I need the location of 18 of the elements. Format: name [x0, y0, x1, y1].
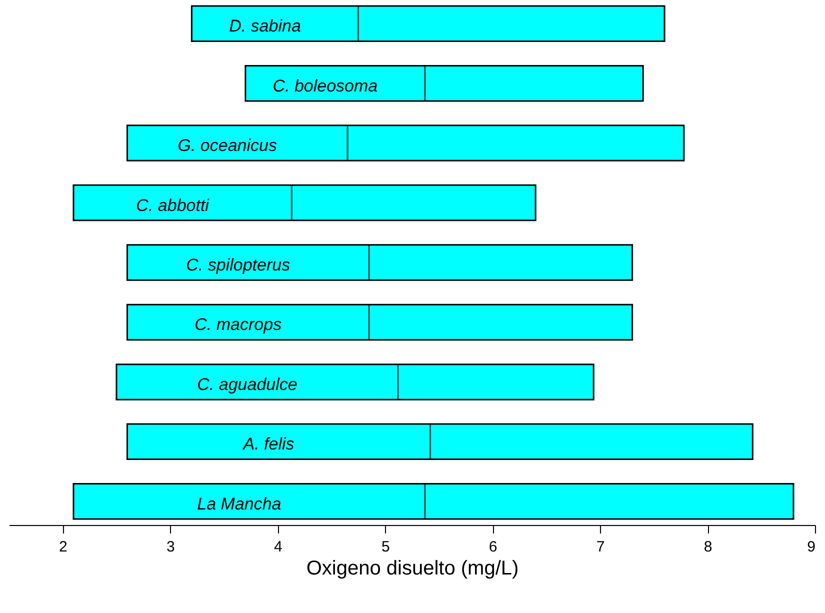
- x-tick-label: 7: [596, 538, 605, 556]
- y-tick-label: C. spilopterus: [186, 256, 291, 274]
- x-tick-label: 4: [274, 538, 282, 556]
- x-tick-label: 6: [488, 538, 498, 556]
- y-tick-label: C. macrops: [194, 315, 282, 334]
- y-tick-label: C. boleosoma: [272, 76, 378, 96]
- x-tick-label: 8: [704, 538, 712, 556]
- y-tick-label: G. oceanicus: [178, 136, 278, 156]
- y-tick-label: A. felis: [242, 434, 295, 454]
- x-tick-label: 3: [166, 538, 175, 556]
- y-tick-label: C. abbotti: [136, 196, 210, 215]
- y-tick-label: C. aguadulce: [197, 374, 298, 394]
- x-tick-label: 9: [807, 538, 816, 556]
- y-tick-label: D. sabina: [229, 16, 301, 36]
- x-tick-label: 2: [59, 538, 68, 556]
- x-tick-label: 5: [381, 538, 390, 556]
- y-tick-label: La Mancha: [197, 494, 282, 514]
- x-axis-title: Oxigeno disuelto (mg/L): [306, 558, 519, 580]
